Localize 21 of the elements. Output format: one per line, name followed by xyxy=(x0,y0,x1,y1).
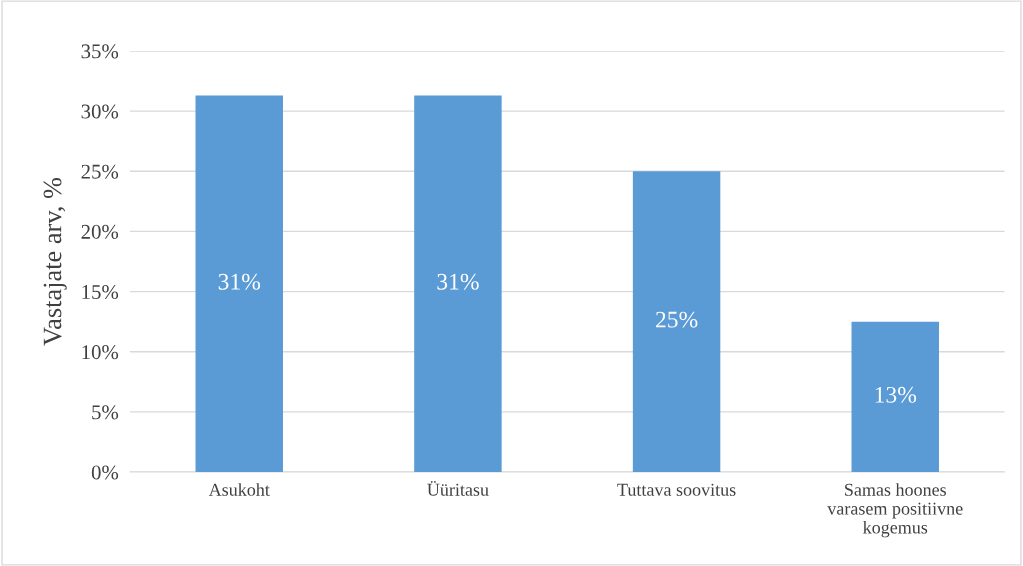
bar xyxy=(851,321,939,473)
data-label: 13% xyxy=(875,386,917,403)
y-tick-label: 15% xyxy=(82,284,119,300)
y-tick-label: 25% xyxy=(81,164,119,179)
data-label: 31% xyxy=(437,273,479,290)
y-tick-label: 10% xyxy=(82,345,119,360)
x-tick-label: Üüritasu xyxy=(427,481,489,496)
x-tick-label: Samas hoones varasem positiivne kogemus xyxy=(827,483,963,538)
bar xyxy=(414,95,502,473)
y-tick-label: 30% xyxy=(81,104,119,119)
data-label: 31% xyxy=(218,273,261,290)
y-tick-label: 5% xyxy=(92,405,119,420)
y-tick-label: 0% xyxy=(91,465,119,480)
y-tick-label: 35% xyxy=(81,44,119,59)
y-axis-title: Vastajate arv, % xyxy=(43,177,67,346)
bar xyxy=(195,95,283,473)
y-tick-label: 20% xyxy=(81,224,119,239)
data-label: 25% xyxy=(655,311,698,328)
bar xyxy=(632,171,721,473)
x-tick-label: Tuttava soovitus xyxy=(617,483,736,496)
x-tick-label: Asukoht xyxy=(208,483,270,496)
